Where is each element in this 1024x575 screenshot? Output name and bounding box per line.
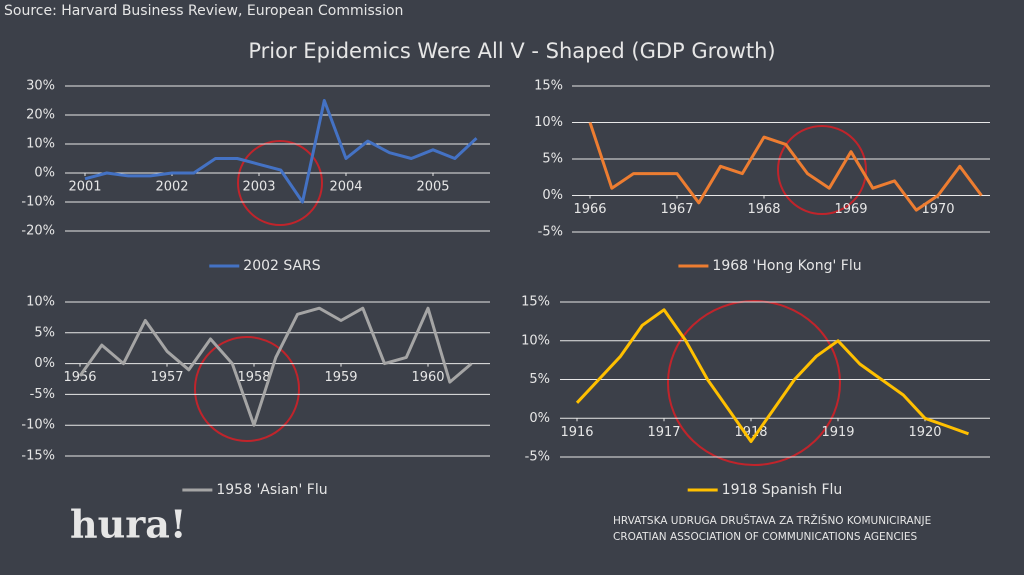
x-tick-label: 1960 (411, 370, 444, 385)
x-tick-label: 1958 (237, 370, 270, 385)
x-tick-label: 1957 (150, 370, 183, 385)
x-tick-label: 1956 (63, 370, 96, 385)
y-tick-label: 5% (542, 152, 563, 167)
x-tick-label: 2005 (416, 180, 449, 195)
highlight-circle (667, 300, 841, 466)
x-tick-label: 1968 (747, 202, 780, 217)
y-tick-label: -5% (538, 225, 563, 240)
y-tick-label: -10% (21, 418, 55, 433)
x-tick-label: 1920 (908, 425, 941, 440)
legend-label: 2002 SARS (243, 258, 321, 274)
y-tick-label: -5% (30, 387, 55, 402)
legend-label: 1918 Spanish Flu (722, 482, 843, 498)
source: Source: Harvard Business Review, Europea… (4, 3, 403, 19)
data-line (84, 99, 478, 204)
y-tick-label: 0% (34, 356, 55, 371)
y-tick-label: 0% (34, 166, 55, 181)
logo: hura! (70, 502, 187, 547)
x-tick-label: 1969 (834, 202, 867, 217)
x-tick-label: 1970 (921, 202, 954, 217)
highlight-circle (237, 140, 323, 226)
legend-label: 1968 'Hong Kong' Flu (712, 258, 861, 274)
y-tick-label: 0% (542, 188, 563, 203)
y-tick-label: 5% (529, 372, 550, 387)
highlight-circle (194, 336, 300, 442)
y-tick-label: 15% (534, 79, 563, 94)
y-tick-label: -20% (21, 224, 55, 239)
legend-label: 1958 'Asian' Flu (216, 482, 327, 498)
y-tick-label: 10% (534, 115, 563, 130)
x-tick-label: 1919 (821, 425, 854, 440)
x-tick-label: 2004 (329, 180, 362, 195)
y-tick-label: 20% (26, 108, 55, 123)
org-name-en: CROATIAN ASSOCIATION OF COMMUNICATIONS A… (613, 531, 918, 543)
y-tick-label: 15% (521, 295, 550, 310)
y-tick-label: 10% (26, 295, 55, 310)
x-tick-label: 1959 (324, 370, 357, 385)
data-line (588, 122, 983, 212)
y-tick-label: -5% (525, 450, 550, 465)
y-tick-label: 30% (26, 79, 55, 94)
y-tick-label: -10% (21, 195, 55, 210)
x-tick-label: 1967 (660, 202, 693, 217)
y-tick-label: 5% (34, 325, 55, 340)
y-tick-label: 10% (26, 137, 55, 152)
y-tick-label: -15% (21, 449, 55, 464)
highlight-circle (777, 125, 867, 215)
x-tick-label: 1966 (573, 202, 606, 217)
x-tick-label: 2003 (242, 180, 275, 195)
main-title: Prior Epidemics Were All V - Shaped (GDP… (248, 39, 775, 63)
data-line (575, 308, 970, 443)
y-tick-label: 10% (521, 333, 550, 348)
data-line (78, 306, 473, 427)
y-tick-label: 0% (529, 411, 550, 426)
x-tick-label: 1917 (647, 425, 680, 440)
x-tick-label: 2002 (155, 180, 188, 195)
org-name: HRVATSKA UDRUGA DRUŠTAVA ZA TRŽIŠNO KOMU… (613, 514, 931, 527)
x-tick-label: 1916 (560, 425, 593, 440)
x-tick-label: 2001 (68, 180, 101, 195)
